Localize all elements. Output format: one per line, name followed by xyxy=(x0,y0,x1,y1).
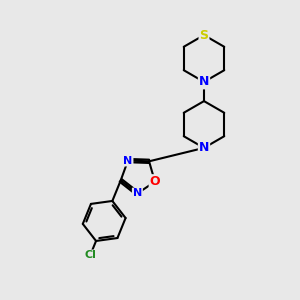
Text: N: N xyxy=(199,141,209,154)
Text: N: N xyxy=(123,156,133,166)
Text: N: N xyxy=(199,75,209,88)
Text: S: S xyxy=(200,28,208,42)
Text: N: N xyxy=(133,188,142,199)
Text: Cl: Cl xyxy=(84,250,96,260)
Text: O: O xyxy=(150,175,160,188)
